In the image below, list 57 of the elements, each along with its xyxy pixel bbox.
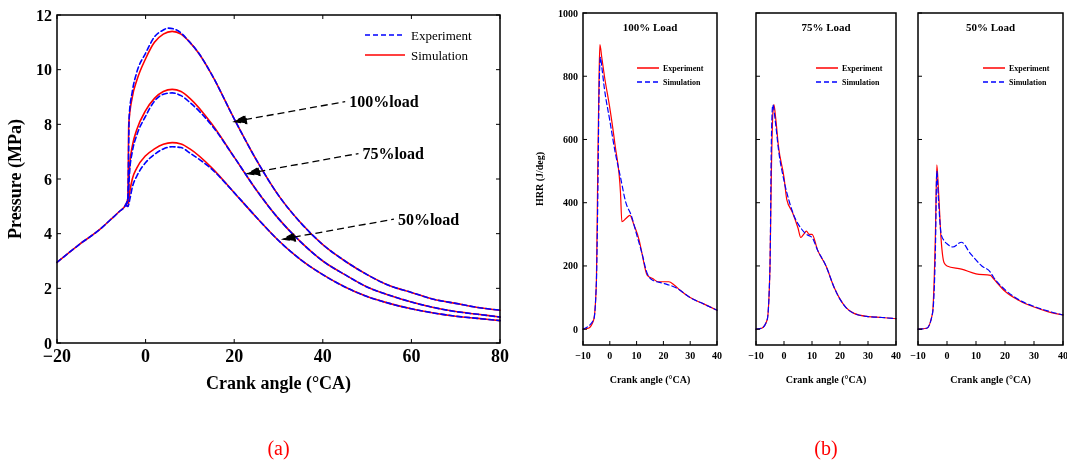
x-tick-label: 0 bbox=[141, 346, 151, 366]
x-tick-label: 30 bbox=[685, 350, 696, 361]
annotation: 50%load bbox=[397, 210, 460, 228]
y-tick-label: 0 bbox=[573, 323, 578, 335]
x-tick-label: 10 bbox=[631, 350, 642, 361]
x-tick-label: 30 bbox=[1029, 350, 1039, 361]
x-tick-label: 40 bbox=[313, 346, 332, 366]
x-tick-label: 0 bbox=[781, 350, 787, 361]
legend-label: Simulation bbox=[411, 47, 469, 63]
y-axis-title: Pressure (MPa) bbox=[5, 119, 26, 239]
y-tick-label: 200 bbox=[563, 260, 578, 272]
x-tick-label: 20 bbox=[1000, 350, 1010, 361]
y-tick-label: 10 bbox=[36, 61, 52, 79]
y-tick-label: 4 bbox=[44, 225, 52, 243]
x-axis-title: Crank angle (°CA) bbox=[950, 374, 1031, 386]
text: 50% Load bbox=[965, 21, 1016, 33]
x-axis-title: Crank angle (°CA) bbox=[205, 373, 352, 394]
legend-label: Simulation bbox=[1009, 77, 1047, 87]
y-tick-label: 6 bbox=[44, 170, 52, 188]
x-tick-label: 60 bbox=[402, 346, 421, 366]
x-tick-label: 0 bbox=[944, 350, 950, 361]
y-tick-label: 12 bbox=[36, 6, 52, 24]
text: 100% Load bbox=[622, 21, 678, 33]
annotation: 100%load bbox=[349, 93, 419, 111]
x-tick-label: 40 bbox=[1058, 350, 1067, 361]
y-tick-label: 800 bbox=[563, 70, 578, 82]
x-tick-label: 20 bbox=[658, 350, 669, 361]
x-tick-label: 40 bbox=[712, 350, 722, 361]
legend-label: Experiment bbox=[842, 63, 883, 73]
x-tick-label: 80 bbox=[491, 346, 509, 366]
x-tick-label: −10 bbox=[748, 350, 764, 361]
x-tick-label: 20 bbox=[835, 350, 845, 361]
legend-label: Experiment bbox=[1009, 63, 1050, 73]
x-tick-label: 40 bbox=[891, 350, 901, 361]
legend-label: Simulation bbox=[663, 77, 701, 87]
legend-label: Simulation bbox=[842, 77, 880, 87]
x-tick-label: 20 bbox=[225, 346, 244, 366]
text: (b) bbox=[814, 437, 838, 460]
x-tick-label: 10 bbox=[807, 350, 817, 361]
text: 75% Load bbox=[801, 21, 851, 33]
text: (a) bbox=[267, 437, 290, 460]
y-tick-label: 1000 bbox=[558, 7, 578, 19]
y-tick-label: 400 bbox=[563, 197, 578, 209]
x-axis-title: Crank angle (°CA) bbox=[785, 374, 867, 386]
y-axis-title: HRR (J/deg) bbox=[534, 151, 546, 207]
y-tick-label: 2 bbox=[44, 279, 52, 297]
y-tick-label: 600 bbox=[563, 133, 578, 145]
legend-label: Experiment bbox=[663, 63, 704, 73]
x-axis-title: Crank angle (°CA) bbox=[609, 374, 691, 386]
annotation: 75%load bbox=[362, 145, 424, 163]
x-tick-label: 10 bbox=[971, 350, 981, 361]
x-tick-label: 30 bbox=[863, 350, 873, 361]
x-tick-label: 0 bbox=[607, 350, 613, 361]
x-tick-label: −10 bbox=[910, 350, 926, 361]
x-tick-label: −10 bbox=[575, 350, 591, 361]
legend-label: Experiment bbox=[411, 27, 473, 43]
y-tick-label: 8 bbox=[44, 115, 52, 133]
